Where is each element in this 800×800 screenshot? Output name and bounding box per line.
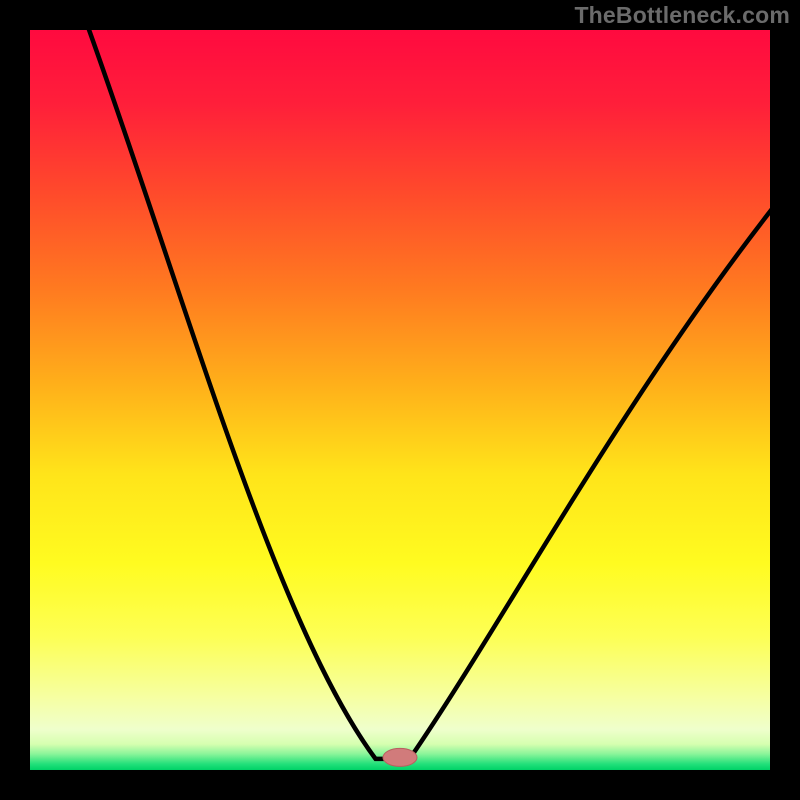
optimal-point-marker xyxy=(383,748,417,766)
bottleneck-chart xyxy=(0,0,800,800)
plot-gradient-background xyxy=(30,30,770,770)
watermark-text: TheBottleneck.com xyxy=(574,2,790,29)
